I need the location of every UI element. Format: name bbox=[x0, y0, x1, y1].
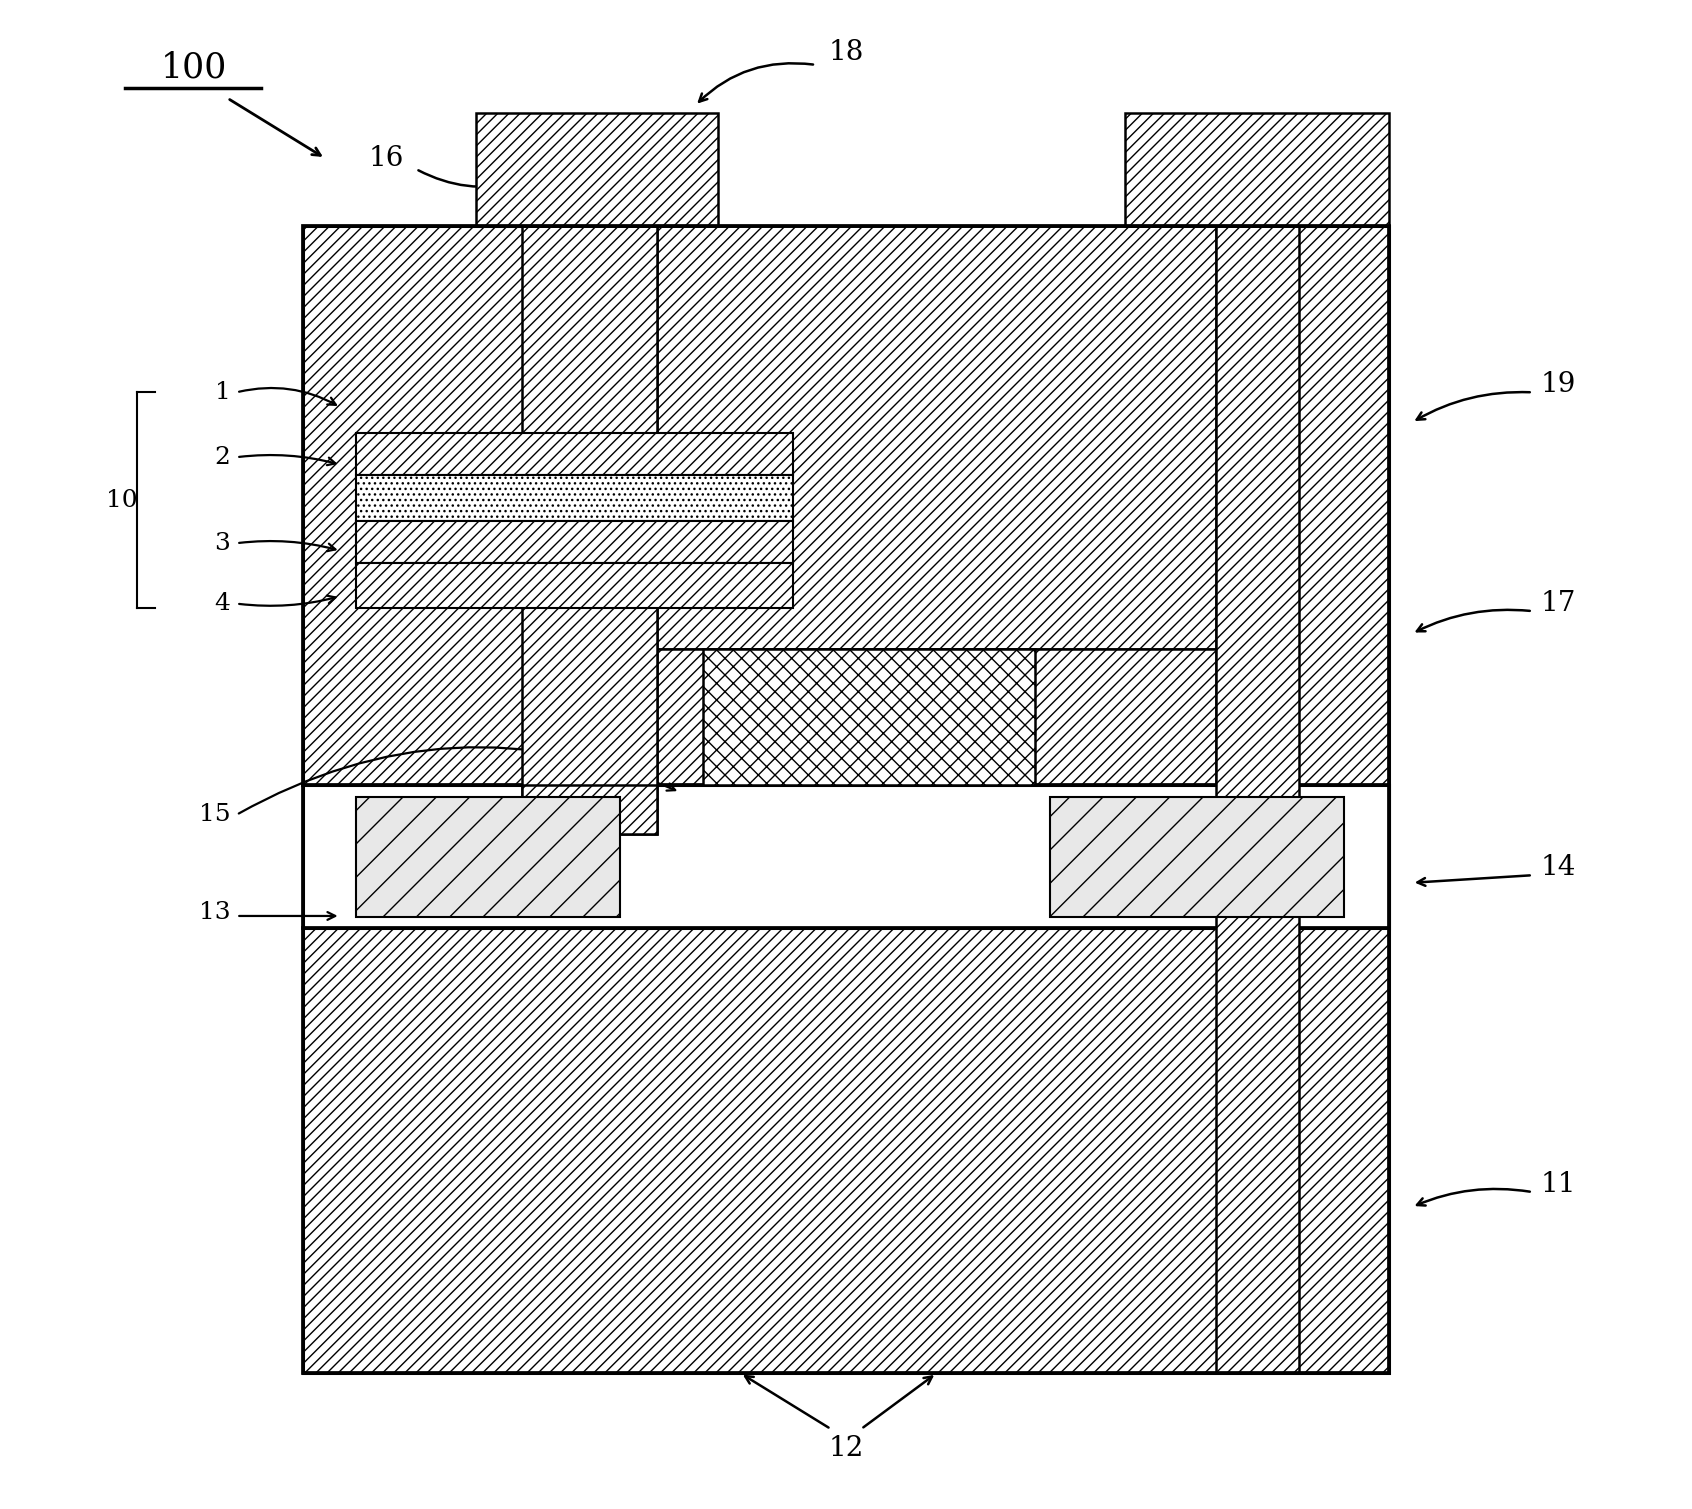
Bar bbox=[355, 475, 794, 521]
Text: 10: 10 bbox=[107, 489, 137, 513]
Text: 100: 100 bbox=[161, 51, 227, 85]
Bar bbox=[521, 785, 658, 834]
Bar bbox=[702, 649, 1034, 785]
Bar bbox=[355, 521, 794, 563]
Text: 4: 4 bbox=[215, 592, 230, 616]
Bar bbox=[355, 563, 794, 608]
Text: 17: 17 bbox=[1540, 590, 1575, 617]
Bar bbox=[1217, 226, 1299, 1373]
Text: 1: 1 bbox=[215, 380, 230, 404]
Text: 12: 12 bbox=[829, 1435, 863, 1462]
Text: 15: 15 bbox=[198, 803, 230, 827]
Bar bbox=[303, 785, 1389, 928]
Bar bbox=[658, 226, 1217, 649]
Text: 18: 18 bbox=[829, 39, 863, 66]
Text: 11: 11 bbox=[1540, 1171, 1575, 1198]
Bar bbox=[303, 226, 1389, 1373]
Bar bbox=[1049, 797, 1343, 917]
Bar bbox=[303, 226, 1389, 1373]
Text: 2: 2 bbox=[215, 445, 230, 469]
Text: 16: 16 bbox=[369, 145, 403, 172]
Bar bbox=[521, 226, 658, 834]
Text: 19: 19 bbox=[1540, 371, 1575, 398]
Bar bbox=[355, 433, 794, 475]
Bar bbox=[658, 649, 1217, 785]
Bar bbox=[475, 113, 717, 226]
Bar bbox=[1125, 113, 1389, 226]
Text: 14: 14 bbox=[1540, 854, 1575, 881]
Text: 13: 13 bbox=[198, 901, 230, 925]
Bar bbox=[355, 797, 619, 917]
Text: 3: 3 bbox=[215, 531, 230, 555]
